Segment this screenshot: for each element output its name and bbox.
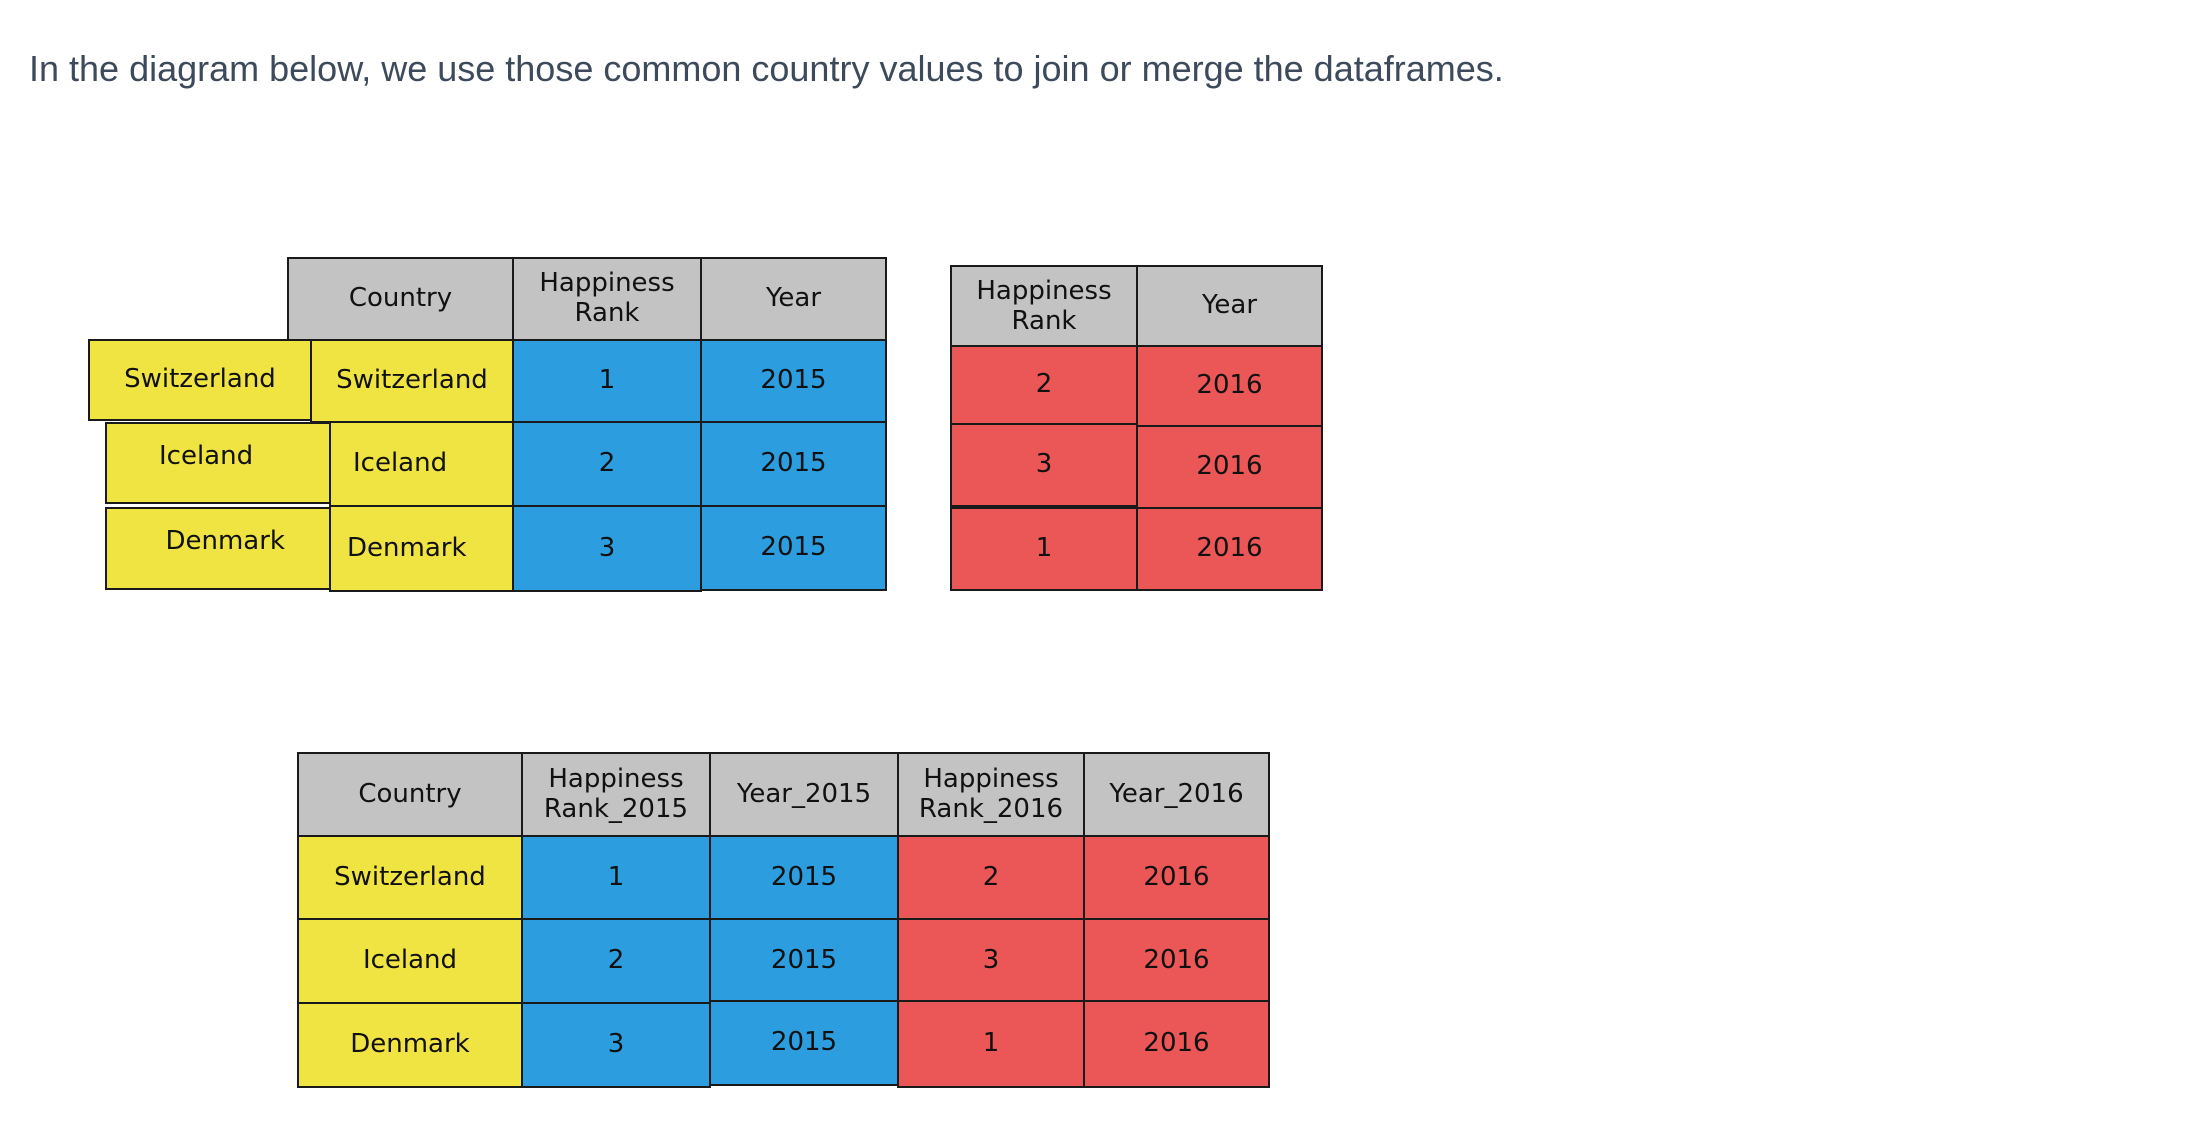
table-cell: 2 bbox=[950, 345, 1138, 425]
table-cell: 2016 bbox=[1083, 835, 1270, 920]
table-cell: 2016 bbox=[1136, 507, 1323, 591]
table-cell: 1 bbox=[897, 1000, 1085, 1088]
table-cell: 2015 bbox=[709, 1000, 899, 1086]
table-cell: 3 bbox=[950, 423, 1138, 507]
table-cell: 2 bbox=[521, 918, 711, 1004]
table-cell: 1 bbox=[512, 339, 702, 423]
table-cell: Iceland bbox=[297, 918, 523, 1004]
join-key: Switzerland bbox=[88, 339, 312, 421]
column-header: Happiness Rank bbox=[950, 265, 1138, 349]
column-header: Year bbox=[700, 257, 887, 341]
column-header: Happiness Rank_2015 bbox=[521, 752, 711, 837]
table-cell: 2015 bbox=[700, 505, 887, 591]
join-key: Denmark bbox=[105, 507, 331, 590]
table-cell: 2 bbox=[897, 835, 1085, 920]
table-cell: 1 bbox=[950, 507, 1138, 591]
column-header: Country bbox=[297, 752, 523, 837]
column-header: Happiness Rank bbox=[512, 257, 702, 341]
table-cell: 2015 bbox=[709, 835, 899, 920]
table-cell: 2016 bbox=[1136, 345, 1323, 427]
join-key: Iceland bbox=[105, 422, 331, 504]
table-cell: 3 bbox=[521, 1002, 711, 1088]
table-cell: 2015 bbox=[709, 918, 899, 1004]
column-header: Year bbox=[1136, 265, 1323, 347]
table-cell: Switzerland bbox=[310, 339, 514, 423]
column-header: Year_2016 bbox=[1083, 752, 1270, 837]
intro-text: In the diagram below, we use those commo… bbox=[29, 48, 1504, 89]
table-cell: Denmark bbox=[297, 1002, 523, 1088]
table-cell: 2 bbox=[512, 421, 702, 507]
table-cell: 2016 bbox=[1136, 425, 1323, 509]
table-cell: 3 bbox=[897, 918, 1085, 1004]
table-cell: 1 bbox=[521, 835, 711, 920]
table-cell: 2016 bbox=[1083, 1000, 1270, 1088]
column-header: Country bbox=[287, 257, 514, 341]
column-header: Happiness Rank_2016 bbox=[897, 752, 1085, 837]
table-cell: 2015 bbox=[700, 339, 887, 423]
table-cell: 2016 bbox=[1083, 918, 1270, 1004]
table-cell: Switzerland bbox=[297, 835, 523, 920]
table-cell: 3 bbox=[512, 505, 702, 592]
column-header: Year_2015 bbox=[709, 752, 899, 837]
table-cell: Iceland bbox=[329, 421, 514, 507]
table-cell: Denmark bbox=[329, 505, 514, 592]
table-cell: 2015 bbox=[700, 421, 887, 507]
